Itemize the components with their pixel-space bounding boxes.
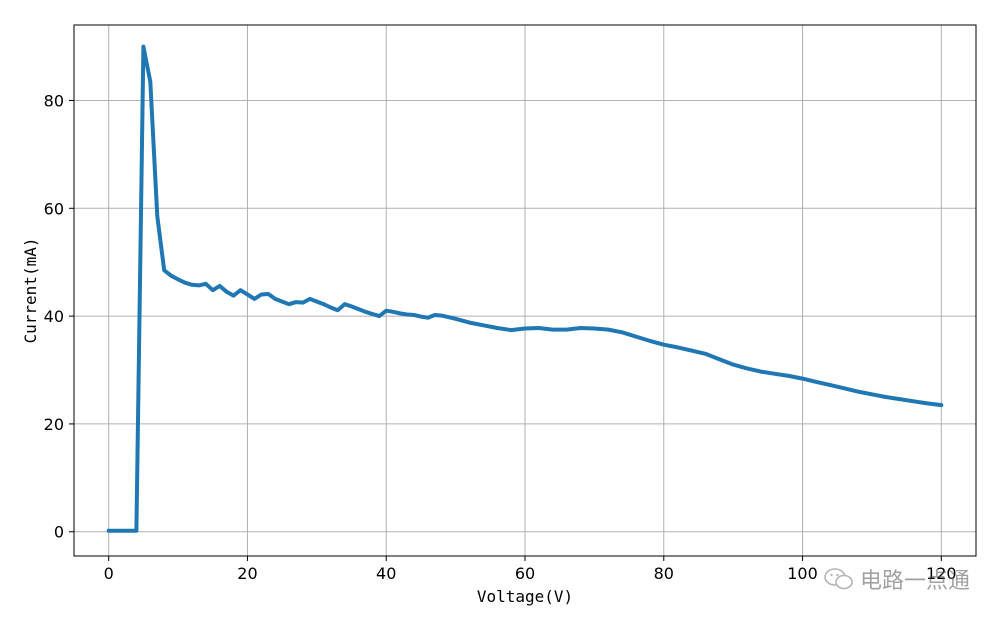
y-tick-label: 80	[44, 91, 64, 110]
wechat-icon	[824, 568, 853, 590]
x-tick-label: 60	[515, 564, 535, 583]
x-tick-label: 100	[787, 564, 818, 583]
y-tick-label: 20	[44, 415, 64, 434]
series-line	[106, 44, 944, 533]
watermark-text: 电路一点通	[859, 569, 970, 594]
y-tick-label: 40	[44, 307, 64, 326]
x-axis-label: Voltage(V)	[477, 587, 573, 606]
series-layer	[106, 44, 944, 533]
watermark: 电路一点通	[824, 563, 970, 595]
y-tick-label: 0	[54, 523, 64, 542]
y-axis-label: Current(mA)	[21, 238, 40, 344]
x-tick-label: 0	[104, 564, 114, 583]
x-tick-label: 40	[376, 564, 396, 583]
plot-frame	[73, 24, 977, 557]
y-tick-label: 60	[44, 199, 64, 218]
x-tick-label: 20	[237, 564, 257, 583]
axes: 0 20 40 60 80 100 120 0 20 40 60 80	[44, 24, 977, 583]
x-tick-label: 80	[654, 564, 674, 583]
grid	[74, 25, 976, 556]
x-tick-label: 120	[926, 564, 957, 583]
